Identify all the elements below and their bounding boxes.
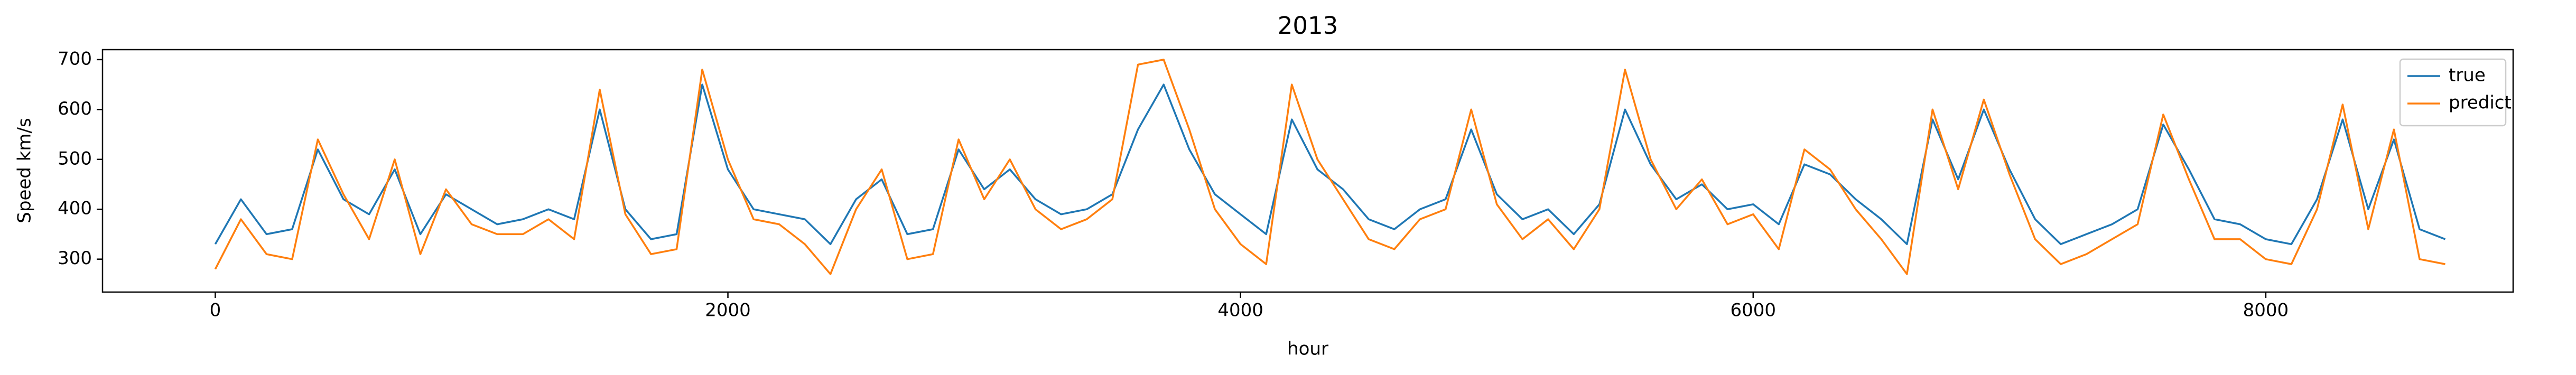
y-tick-label: 600 — [58, 98, 92, 119]
y-tick-label: 700 — [58, 48, 92, 69]
legend-label: predict — [2449, 92, 2512, 114]
x-tick-label: 0 — [210, 300, 221, 321]
series-line — [214, 59, 2445, 275]
x-tick-label: 8000 — [2243, 300, 2289, 321]
x-axis-label: hour — [1287, 339, 1328, 360]
x-tick-label: 4000 — [1217, 300, 1263, 321]
legend-label: true — [2449, 65, 2486, 86]
x-tick-label: 2000 — [705, 300, 751, 321]
y-tick-label: 500 — [58, 148, 92, 169]
y-tick-label: 400 — [58, 198, 92, 219]
plot-frame — [101, 49, 2514, 293]
x-tick-label: 6000 — [1731, 300, 1777, 321]
y-axis-label: Speed km/s — [14, 118, 35, 223]
y-tick-label: 300 — [58, 248, 92, 269]
chart-title: 2013 — [1278, 12, 1338, 40]
